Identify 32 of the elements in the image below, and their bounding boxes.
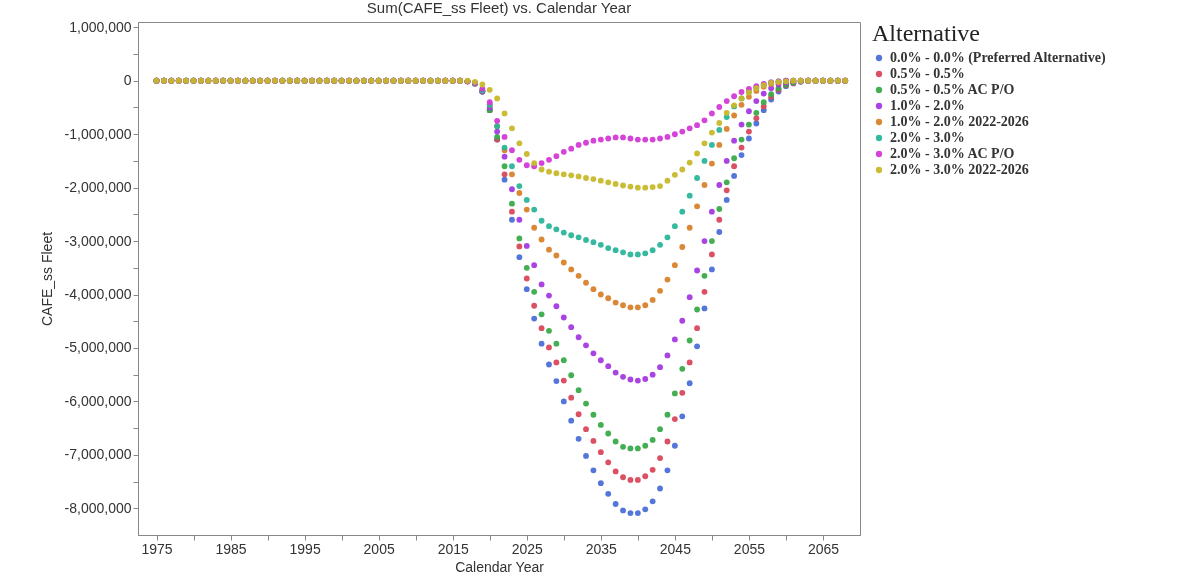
y-tick-label: -7,000,000 [64, 446, 132, 463]
y-tick-label: -3,000,000 [64, 232, 132, 249]
chart-title: Sum(CAFE_ss Fleet) vs. Calendar Year [366, 0, 632, 17]
legend-label: 0.5% - 0.5% AC P/O [890, 82, 1015, 97]
legend-title: Alternative [872, 20, 980, 46]
x-axis-title: Calendar Year [455, 558, 545, 575]
x-tick-label: 1985 [215, 540, 247, 557]
x-tick-label: 1995 [289, 540, 321, 557]
legend-label: 2.0% - 3.0% [890, 130, 965, 145]
legend-label: 2.0% - 3.0% 2022-2026 [890, 162, 1029, 177]
x-tick-label: 2015 [437, 540, 469, 557]
y-axis-title: CAFE_ss Fleet [38, 231, 55, 327]
y-tick-label: -4,000,000 [64, 286, 132, 303]
y-tick-label: -5,000,000 [64, 339, 132, 356]
legend-label: 1.0% - 2.0% 2022-2026 [890, 114, 1029, 129]
y-tick-label: -8,000,000 [64, 499, 132, 516]
x-tick-label: 2065 [807, 540, 840, 557]
x-tick-label: 2005 [363, 540, 395, 557]
y-tick-label: -6,000,000 [64, 392, 132, 409]
legend-label: 0.5% - 0.5% [890, 66, 965, 81]
y-tick-label: -2,000,000 [64, 179, 132, 196]
legend-label: 1.0% - 2.0% [890, 98, 965, 113]
y-tick-label: 1,000,000 [69, 18, 132, 35]
legend-label: 0.0% - 0.0% (Preferred Alternative) [890, 50, 1106, 66]
x-tick-label: 2045 [659, 540, 692, 557]
x-tick-label: 2035 [585, 540, 618, 557]
y-tick-label: -1,000,000 [64, 125, 132, 142]
y-tick-label: 0 [123, 72, 132, 89]
x-tick-label: 1975 [141, 540, 173, 557]
x-tick-label: 2055 [733, 540, 766, 557]
x-tick-label: 2025 [511, 540, 544, 557]
legend-label: 2.0% - 3.0% AC P/O [890, 146, 1015, 161]
